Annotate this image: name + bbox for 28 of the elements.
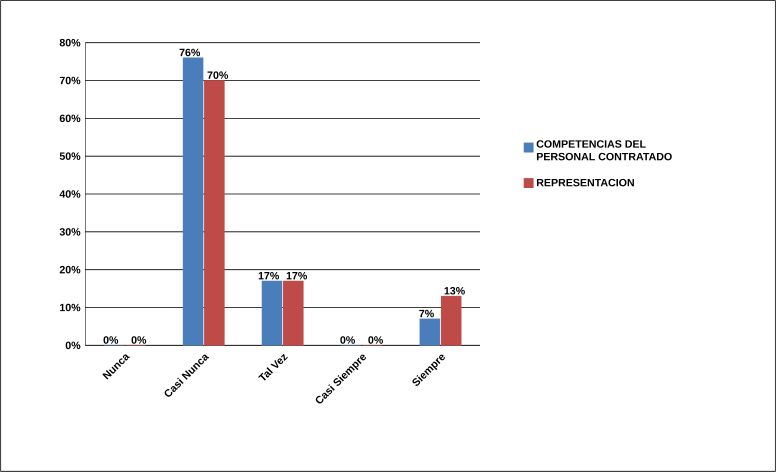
y-tick-label: 70%	[60, 76, 80, 84]
y-tick-label: 60%	[60, 114, 80, 122]
y-tick-label: 0%	[66, 342, 80, 350]
bar	[420, 318, 440, 346]
data-label: 0%	[340, 336, 355, 344]
data-label: 17%	[286, 272, 308, 280]
y-tick-label: 30%	[60, 228, 80, 236]
data-label: 13%	[444, 287, 465, 295]
data-label: 0%	[368, 336, 383, 344]
data-label: 70%	[208, 71, 228, 79]
legend-label: REPRESENTACION	[536, 178, 634, 186]
x-tick-label: Tal Vez	[258, 354, 288, 381]
bar	[182, 58, 204, 346]
legend-label: COMPETENCIAS DEL PERSONAL CONTRATADO	[536, 140, 672, 160]
bar	[262, 280, 282, 346]
y-tick-label: 10%	[60, 304, 80, 312]
y-tick-label: 50%	[60, 152, 80, 160]
y-tick-label: 20%	[60, 266, 80, 274]
y-tick-label: 40%	[60, 190, 80, 198]
data-label: 7%	[419, 310, 434, 318]
data-label: 0%	[132, 336, 146, 344]
bar	[283, 280, 304, 346]
data-label: 76%	[180, 48, 200, 56]
bar	[440, 296, 462, 346]
bar	[204, 80, 225, 346]
data-label: 17%	[258, 272, 280, 280]
y-tick-label: 80%	[60, 38, 80, 46]
data-label: 0%	[104, 336, 118, 344]
